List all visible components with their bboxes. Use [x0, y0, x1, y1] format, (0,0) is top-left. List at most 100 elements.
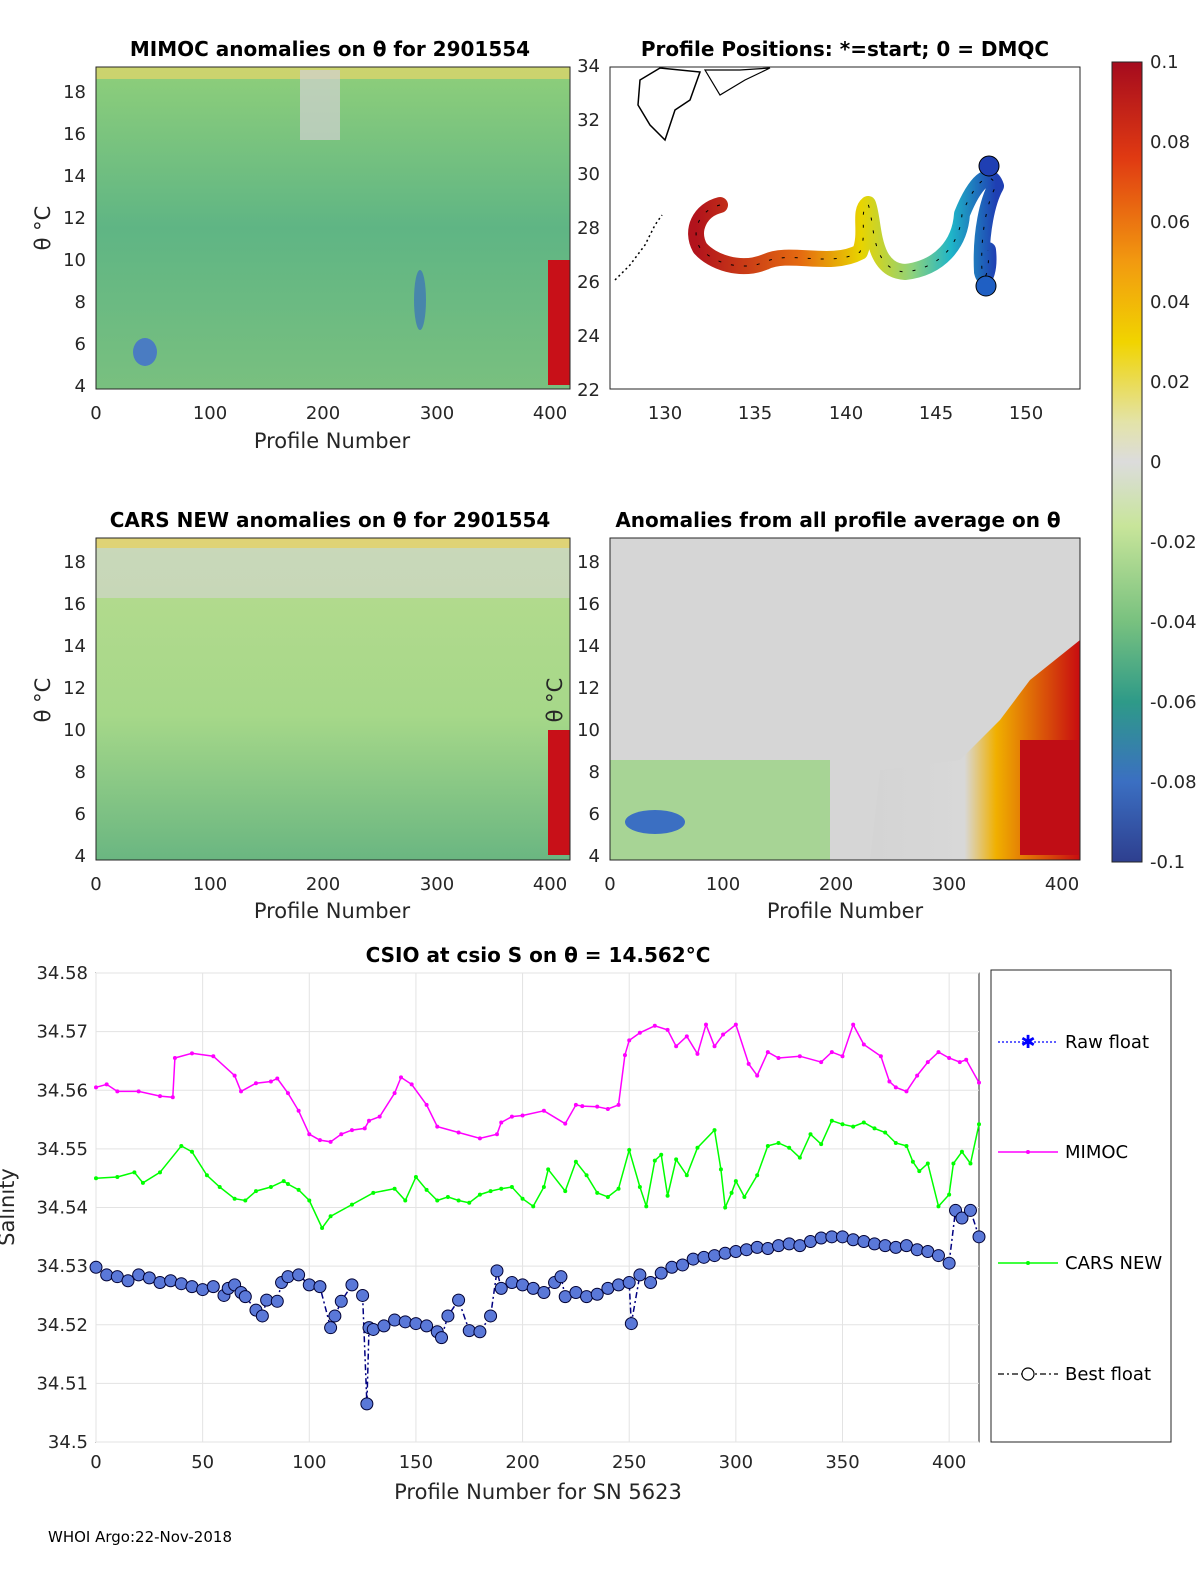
- csio-point-cars: [637, 1184, 642, 1189]
- csio-point-cars: [959, 1149, 964, 1154]
- allavg-xtick: 200: [819, 874, 853, 895]
- cars-xtick: 200: [306, 874, 340, 895]
- csio-point-cars: [665, 1193, 670, 1198]
- csio-point-best: [750, 1240, 764, 1254]
- csio-point-cars: [467, 1200, 472, 1205]
- csio-point-best: [665, 1260, 679, 1274]
- csio-yticks: 34.5 34.51 34.52 34.53 34.54 34.55 34.56 34.57 3…: [36, 963, 88, 1453]
- colorbar-tick: -0.06: [1150, 692, 1197, 713]
- csio-point-best: [260, 1293, 274, 1307]
- csio-point-cars: [652, 1158, 657, 1163]
- csio-point-best: [490, 1264, 504, 1278]
- allavg-cold-anomaly-patch: [625, 810, 685, 834]
- footer-credit: WHOI Argo:22-Nov-2018: [48, 1528, 232, 1546]
- csio-point-mimoc: [957, 1060, 962, 1065]
- csio-point-cars: [742, 1194, 747, 1199]
- positions-axes-box: [609, 66, 1081, 390]
- csio-point-mimoc: [211, 1054, 216, 1059]
- csio-point-mimoc: [367, 1118, 372, 1123]
- csio-point-mimoc: [94, 1085, 98, 1090]
- csio-point-mimoc: [520, 1113, 525, 1118]
- legend-mimoc-marker: [1026, 1150, 1030, 1154]
- csio-point-mimoc: [509, 1114, 514, 1119]
- csio-point-best: [516, 1278, 530, 1292]
- cars-ytick: 14: [63, 636, 86, 657]
- csio-xtick: 400: [932, 1452, 966, 1473]
- csio-point-cars: [488, 1189, 493, 1194]
- csio-point-cars: [520, 1196, 525, 1201]
- csio-point-mimoc: [170, 1095, 175, 1100]
- mimoc-axes-box: [95, 66, 571, 390]
- cars-axes-box: [95, 537, 571, 861]
- csio-point-mimoc: [887, 1079, 892, 1084]
- positions-xtick: 135: [738, 403, 772, 424]
- csio-point-cars: [281, 1179, 286, 1184]
- legend-mimoc-label: MIMOC: [1065, 1142, 1128, 1163]
- csio-point-best: [334, 1294, 348, 1308]
- allavg-xticks: 0 100 200 300 400: [604, 874, 1079, 895]
- positions-xtick: 150: [1009, 403, 1043, 424]
- csio-xtick: 0: [90, 1452, 101, 1473]
- csio-ytick: 34.51: [36, 1373, 88, 1394]
- csio-point-mimoc: [721, 1032, 726, 1037]
- csio-point-best: [622, 1276, 636, 1290]
- csio-point-best: [328, 1309, 342, 1323]
- csio-ylabel: Salinity: [0, 1168, 19, 1246]
- positions-map-background: [610, 67, 1080, 389]
- csio-point-cars: [189, 1149, 194, 1154]
- csio-point-best: [164, 1274, 178, 1288]
- csio-point-mimoc: [765, 1050, 770, 1055]
- csio-point-mimoc: [616, 1102, 621, 1107]
- mimoc-ylabel: θ °C: [31, 206, 55, 251]
- csio-point-best: [729, 1244, 743, 1258]
- allavg-ytick: 14: [577, 636, 600, 657]
- csio-point-cars: [851, 1124, 856, 1129]
- csio-point-cars: [644, 1204, 649, 1209]
- csio-point-best: [972, 1230, 986, 1244]
- japan-coastline-east: [703, 67, 771, 96]
- csio-point-best: [255, 1309, 269, 1323]
- csio-point-best: [644, 1276, 658, 1290]
- csio-series: [89, 1022, 986, 1411]
- csio-point-best: [388, 1313, 402, 1327]
- csio-point-cars: [595, 1190, 600, 1195]
- csio-point-mimoc: [317, 1138, 322, 1143]
- csio-point-cars: [829, 1118, 834, 1123]
- csio-point-mimoc: [746, 1061, 751, 1066]
- allavg-xtick: 100: [706, 874, 740, 895]
- allavg-xlabel: Profile Number: [767, 899, 924, 923]
- csio-point-best: [740, 1243, 754, 1257]
- csio-point-cars: [140, 1180, 145, 1185]
- csio-point-mimoc: [328, 1139, 333, 1144]
- csio-point-mimoc: [189, 1051, 194, 1056]
- csio-point-best: [878, 1239, 892, 1253]
- csio-point-best: [761, 1242, 775, 1256]
- csio-point-best: [360, 1397, 374, 1411]
- csio-point-cars: [477, 1192, 482, 1197]
- positions-xticks: 130 135 140 145 150: [648, 403, 1043, 424]
- mimoc-ytick: 8: [75, 292, 86, 313]
- csio-point-best: [473, 1325, 487, 1339]
- colorbar-tick: -0.08: [1150, 772, 1197, 793]
- mimoc-xtick: 200: [306, 403, 340, 424]
- legend-raw-float-label: Raw float: [1065, 1032, 1149, 1053]
- csio-point-cars: [765, 1143, 770, 1148]
- csio-point-best: [238, 1290, 252, 1304]
- csio-point-mimoc: [605, 1107, 610, 1112]
- csio-point-mimoc: [595, 1104, 600, 1109]
- csio-point-best: [324, 1321, 338, 1335]
- csio-ytick: 34.52: [36, 1315, 88, 1336]
- cars-yticks: 4 6 8 10 12 14 16 18: [63, 552, 86, 867]
- csio-point-cars: [733, 1179, 738, 1184]
- cars-warm-anomaly-patch: [548, 730, 570, 855]
- mimoc-ytick: 12: [63, 208, 86, 229]
- profile-positions-panel: Profile Positions: *=start; 0 = DMQC 22 …: [577, 37, 1081, 424]
- mimoc-ytick: 6: [75, 334, 86, 355]
- csio-point-best: [931, 1249, 945, 1263]
- csio-point-cars: [755, 1173, 760, 1178]
- allavg-cool-lower-region: [610, 760, 830, 860]
- cars-ylabel: θ °C: [31, 678, 55, 723]
- csio-point-best: [963, 1203, 977, 1217]
- csio-point-cars: [695, 1145, 700, 1150]
- cars-ytick: 6: [75, 804, 86, 825]
